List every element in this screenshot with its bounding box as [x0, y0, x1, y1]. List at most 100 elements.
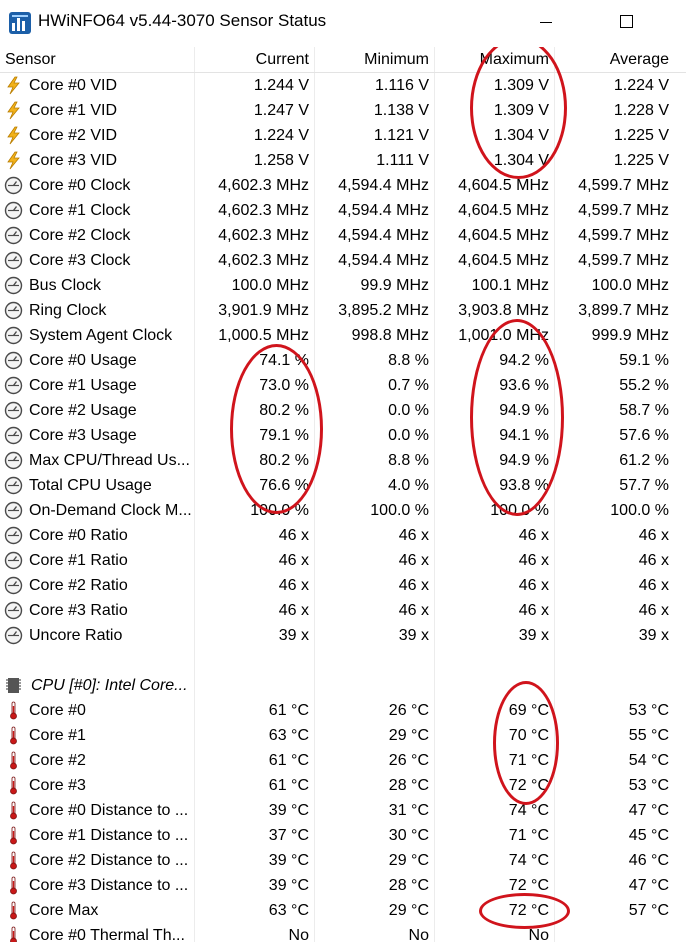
sensor-name-cell: Core Max: [0, 898, 195, 923]
thermometer-icon: [4, 776, 23, 795]
sensor-row[interactable]: Total CPU Usage 76.6 % 4.0 % 93.8 % 57.7 %: [0, 473, 686, 498]
sensor-row[interactable]: Core #2 Usage 80.2 % 0.0 % 94.9 % 58.7 %: [0, 398, 686, 423]
current-value: 46 x: [278, 527, 309, 544]
sensor-row[interactable]: Core #3 Clock 4,602.3 MHz 4,594.4 MHz 4,604…: [0, 248, 686, 273]
thermometer-icon: [4, 801, 23, 820]
column-header-average[interactable]: Average: [609, 51, 669, 68]
column-header-minimum[interactable]: Minimum: [364, 51, 429, 68]
minimum-value: 0.7 %: [388, 377, 429, 394]
sensor-table[interactable]: Sensor Current Minimum Maximum Average C…: [0, 47, 686, 942]
sensor-row[interactable]: Core #3 VID 1.258 V 1.111 V 1.304 V 1.225 V: [0, 148, 686, 173]
current-value: 1.224 V: [253, 127, 309, 144]
sensor-row[interactable]: Core #1 Ratio 46 x 46 x 46 x 46 x: [0, 548, 686, 573]
gauge-icon: [4, 301, 23, 320]
minimum-value: 26 °C: [388, 702, 429, 719]
sensor-row[interactable]: System Agent Clock 1,000.5 MHz 998.8 MHz 1,…: [0, 323, 686, 348]
column-divider: [314, 47, 315, 942]
sensor-row[interactable]: Core #1 Usage 73.0 % 0.7 % 93.6 % 55.2 %: [0, 373, 686, 398]
current-value: 37 °C: [268, 827, 309, 844]
sensor-label: Core #0 Usage: [29, 352, 137, 369]
sensor-row[interactable]: Core Max 63 °C 29 °C 72 °C 57 °C: [0, 898, 686, 923]
average-value: 1.228 V: [613, 102, 669, 119]
average-value: 45 °C: [628, 827, 669, 844]
column-header-current[interactable]: Current: [255, 51, 309, 68]
sensor-row[interactable]: Core #0 Ratio 46 x 46 x 46 x 46 x: [0, 523, 686, 548]
sensor-row[interactable]: Core #1 Clock 4,602.3 MHz 4,594.4 MHz 4,604…: [0, 198, 686, 223]
average-value: 4,599.7 MHz: [578, 177, 669, 194]
sensor-row[interactable]: Core #0 Clock 4,602.3 MHz 4,594.4 MHz 4,604…: [0, 173, 686, 198]
voltage-bolt-icon: [4, 76, 23, 95]
sensor-row[interactable]: Bus Clock 100.0 MHz 99.9 MHz 100.1 MHz 100.0…: [0, 273, 686, 298]
sensor-row[interactable]: Core #1 63 °C 29 °C 70 °C 55 °C: [0, 723, 686, 748]
sensor-name-cell: Core #1 Usage: [0, 373, 195, 398]
sensor-name-cell: Core #0 Usage: [0, 348, 195, 373]
sensor-name-cell: Core #1 Ratio: [0, 548, 195, 573]
sensor-row[interactable]: Core #3 Ratio 46 x 46 x 46 x 46 x: [0, 598, 686, 623]
annotation-ellipse: [470, 47, 567, 179]
sensor-row[interactable]: Core #0 VID 1.244 V 1.116 V 1.309 V 1.224 V: [0, 73, 686, 98]
column-divider: [194, 47, 195, 942]
voltage-bolt-icon: [4, 101, 23, 120]
average-value: 53 °C: [628, 702, 669, 719]
maximum-value: 74 °C: [508, 802, 549, 819]
sensor-label: Core #3: [29, 777, 86, 794]
sensor-row[interactable]: Core #0 Usage 74.1 % 8.8 % 94.2 % 59.1 %: [0, 348, 686, 373]
sensor-name-cell: Core #1 VID: [0, 98, 195, 123]
sensor-row[interactable]: Core #2 Ratio 46 x 46 x 46 x 46 x: [0, 573, 686, 598]
gauge-icon: [4, 201, 23, 220]
sensor-row[interactable]: Max CPU/Thread Us... 80.2 % 8.8 % 94.9 % 61.…: [0, 448, 686, 473]
average-value: 1.225 V: [613, 127, 669, 144]
average-value: 57 °C: [628, 902, 669, 919]
maximum-value: 4,604.5 MHz: [458, 227, 549, 244]
average-value: 57.7 %: [619, 477, 669, 494]
sensor-row[interactable]: Core #2 61 °C 26 °C 71 °C 54 °C: [0, 748, 686, 773]
sensor-row[interactable]: Core #1 Distance to ... 37 °C 30 °C 71 °C 45…: [0, 823, 686, 848]
sensor-name-cell: Bus Clock: [0, 273, 195, 298]
title-bar[interactable]: HWiNFO64 v5.44-3070 Sensor Status: [0, 0, 686, 46]
sensor-row[interactable]: Core #3 Distance to ... 39 °C 28 °C 72 °C 47…: [0, 873, 686, 898]
sensor-row[interactable]: Core #0 Thermal Th... No No No: [0, 923, 686, 942]
sensor-row[interactable]: Core #0 Distance to ... 39 °C 31 °C 74 °C 47…: [0, 798, 686, 823]
sensor-group-row[interactable]: CPU [#0]: Intel Core...: [0, 673, 686, 698]
sensor-label: Max CPU/Thread Us...: [29, 452, 190, 469]
sensor-label: Core #2: [29, 752, 86, 769]
gauge-icon: [4, 276, 23, 295]
gauge-icon: [4, 576, 23, 595]
minimum-value: 28 °C: [388, 877, 429, 894]
minimum-value: 1.138 V: [373, 102, 429, 119]
sensor-row[interactable]: Core #2 VID 1.224 V 1.121 V 1.304 V 1.225 V: [0, 123, 686, 148]
sensor-row[interactable]: Core #1 VID 1.247 V 1.138 V 1.309 V 1.228 V: [0, 98, 686, 123]
minimum-value: 8.8 %: [388, 452, 429, 469]
minimum-value: 31 °C: [388, 802, 429, 819]
gauge-icon: [4, 326, 23, 345]
column-header-sensor[interactable]: Sensor: [5, 51, 56, 68]
current-value: 39 x: [278, 627, 309, 644]
current-value: 100.0 MHz: [231, 277, 309, 294]
sensor-row[interactable]: On-Demand Clock M... 100.0 % 100.0 % 100.0 …: [0, 498, 686, 523]
sensor-row[interactable]: Core #2 Distance to ... 39 °C 29 °C 74 °C 46…: [0, 848, 686, 873]
cpu-chip-icon: [4, 676, 23, 695]
minimum-value: 4,594.4 MHz: [338, 177, 429, 194]
sensor-name-cell: Uncore Ratio: [0, 623, 195, 648]
gauge-icon: [4, 226, 23, 245]
minimize-button[interactable]: [522, 6, 568, 40]
average-value: [555, 923, 675, 942]
sensor-row[interactable]: Uncore Ratio 39 x 39 x 39 x 39 x: [0, 623, 686, 648]
maximize-button[interactable]: [604, 6, 650, 40]
current-value: 39 °C: [268, 802, 309, 819]
sensor-row[interactable]: Core #3 Usage 79.1 % 0.0 % 94.1 % 57.6 %: [0, 423, 686, 448]
sensor-row[interactable]: Core #3 61 °C 28 °C 72 °C 53 °C: [0, 773, 686, 798]
sensor-label: Core #0: [29, 702, 86, 719]
sensor-name-cell: Core #0 Distance to ...: [0, 798, 195, 823]
sensor-name-cell: Core #2: [0, 748, 195, 773]
sensor-row[interactable]: Core #0 61 °C 26 °C 69 °C 53 °C: [0, 698, 686, 723]
sensor-label: Core #1 Clock: [29, 202, 131, 219]
sensor-row[interactable]: Ring Clock 3,901.9 MHz 3,895.2 MHz 3,903.8 …: [0, 298, 686, 323]
sensor-name-cell: CPU [#0]: Intel Core...: [0, 673, 195, 698]
minimum-value: 4,594.4 MHz: [338, 252, 429, 269]
sensor-row[interactable]: Core #2 Clock 4,602.3 MHz 4,594.4 MHz 4,604…: [0, 223, 686, 248]
voltage-bolt-icon: [4, 151, 23, 170]
sensor-name-cell: Core #2 Distance to ...: [0, 848, 195, 873]
sensor-label: Core #2 Clock: [29, 227, 131, 244]
sensor-name-cell: Core #1 Clock: [0, 198, 195, 223]
